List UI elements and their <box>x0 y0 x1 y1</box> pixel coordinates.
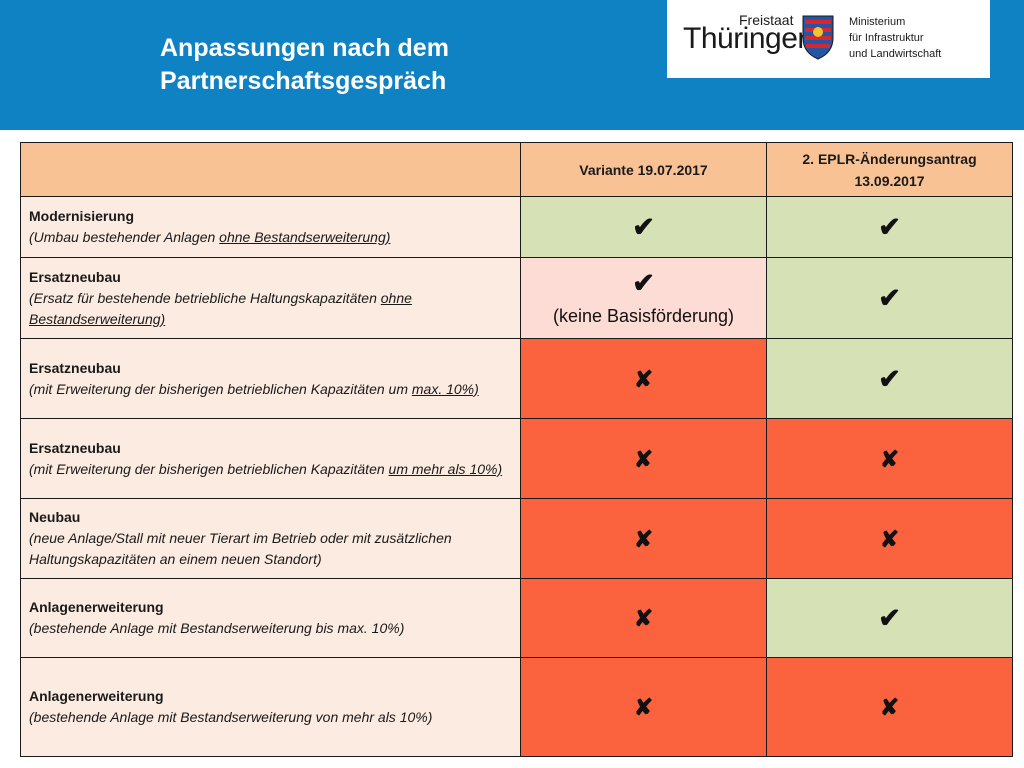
check-icon: ✔ <box>878 283 901 313</box>
check-icon: ✔ <box>632 212 655 242</box>
cell-note: (keine Basisförderung) <box>552 306 735 326</box>
row-heading: Anlagenerweiterung <box>29 688 164 704</box>
cell-variante: ✘ <box>520 657 767 757</box>
logo-freistaat-text: Freistaat <box>739 12 794 28</box>
col2-header: 2. EPLR-Änderungsantrag 13.09.2017 <box>766 142 1013 197</box>
cross-icon: ✘ <box>879 694 900 720</box>
logo: Freistaat Thüringen Ministerium für Infr… <box>667 0 990 78</box>
desc-underlined: max. 10%) <box>411 380 479 397</box>
title-line-1: Anpassungen nach dem <box>160 34 449 62</box>
row-heading: Ersatzneubau <box>29 359 121 376</box>
row-label: Modernisierung (Umbau bestehender Anlage… <box>20 196 521 258</box>
table-row: Modernisierung (Umbau bestehender Anlage… <box>20 196 1013 258</box>
col1-header: Variante 19.07.2017 <box>520 142 767 197</box>
table-row: Anlagenerweiterung (bestehende Anlage mi… <box>20 657 1013 757</box>
ministry-line-1: Ministerium <box>849 16 906 28</box>
cell-antrag: ✔ <box>766 578 1013 658</box>
cross-icon: ✘ <box>879 445 900 472</box>
desc-text: (mit Erweiterung der bisherigen betriebl… <box>29 460 389 477</box>
row-description: (neue Anlage/Stall mit neuer Tierart im … <box>29 530 452 567</box>
row-label: Ersatzneubau (Ersatz für bestehende betr… <box>20 257 521 339</box>
cell-antrag: ✔ <box>766 196 1013 258</box>
row-label: Anlagenerweiterung (bestehende Anlage mi… <box>20 657 521 757</box>
cell-variante: ✔ <box>520 196 767 258</box>
desc-underlined: ohne Bestandserweiterung) <box>29 289 412 327</box>
check-icon: ✔ <box>878 603 901 633</box>
cell-antrag: ✘ <box>766 657 1013 757</box>
check-icon: ✔ <box>878 212 901 242</box>
col2-header-line-1: 2. EPLR-Änderungsantrag <box>802 150 977 167</box>
row-description: (bestehende Anlage mit Bestandserweiteru… <box>29 620 405 636</box>
table-row: Ersatzneubau (mit Erweiterung der bisher… <box>20 418 1013 499</box>
cell-variante: ✘ <box>520 578 767 658</box>
table-row: Ersatzneubau (Ersatz für bestehende betr… <box>20 257 1013 339</box>
row-description: (bestehende Anlage mit Bestandserweiteru… <box>29 709 433 725</box>
cell-variante: ✔ (keine Basisförderung) <box>520 257 767 339</box>
logo-thuringen-text: Thüringen <box>683 22 814 55</box>
desc-underlined: um mehr als 10%) <box>388 460 503 477</box>
row-label: Ersatzneubau (mit Erweiterung der bisher… <box>20 418 521 499</box>
row-heading: Ersatzneubau <box>29 439 121 456</box>
row-heading: Neubau <box>29 509 81 525</box>
row-description: (mit Erweiterung der bisherigen betriebl… <box>29 459 512 480</box>
cell-antrag: ✘ <box>766 498 1013 579</box>
col2-header-line-2: 13.09.2017 <box>854 172 925 189</box>
title-line-2: Partnerschaftsgespräch <box>160 67 447 95</box>
cell-variante: ✘ <box>520 338 767 419</box>
page-title: Anpassungen nach dem Partnerschaftsgespr… <box>160 32 580 98</box>
cell-antrag: ✘ <box>766 418 1013 499</box>
cross-icon: ✘ <box>633 605 654 631</box>
desc-text: (Ersatz für bestehende betriebliche Halt… <box>29 289 381 306</box>
logo-ministry-text: Ministerium für Infrastruktur und Landwi… <box>849 14 941 62</box>
table-row: Ersatzneubau (mit Erweiterung der bisher… <box>20 338 1013 419</box>
cross-icon: ✘ <box>633 525 654 552</box>
row-label: Ersatzneubau (mit Erweiterung der bisher… <box>20 338 521 419</box>
row-heading: Modernisierung <box>29 208 135 224</box>
desc-text: (Umbau bestehender Anlagen <box>29 229 220 245</box>
header-bar: Anpassungen nach dem Partnerschaftsgespr… <box>0 0 1024 130</box>
row-description: (mit Erweiterung der bisherigen betriebl… <box>29 379 512 400</box>
cross-icon: ✘ <box>879 525 900 552</box>
cell-antrag: ✔ <box>766 257 1013 339</box>
table-header-row: Variante 19.07.2017 2. EPLR-Änderungsant… <box>20 142 1013 197</box>
cross-icon: ✘ <box>633 365 654 392</box>
header-empty-cell <box>20 142 521 197</box>
row-heading: Ersatzneubau <box>29 268 121 285</box>
row-label: Neubau (neue Anlage/Stall mit neuer Tier… <box>20 498 521 579</box>
table-row: Neubau (neue Anlage/Stall mit neuer Tier… <box>20 498 1013 579</box>
table-row: Anlagenerweiterung (bestehende Anlage mi… <box>20 578 1013 658</box>
cell-antrag: ✔ <box>766 338 1013 419</box>
ministry-line-2: für Infrastruktur <box>849 32 924 44</box>
comparison-table: Variante 19.07.2017 2. EPLR-Änderungsant… <box>20 142 1013 757</box>
row-heading: Anlagenerweiterung <box>29 599 164 615</box>
row-description: (Ersatz für bestehende betriebliche Halt… <box>29 288 512 330</box>
coat-of-arms-icon <box>802 15 834 60</box>
row-description: (Umbau bestehender Anlagen ohne Bestands… <box>29 227 512 248</box>
desc-underlined: ohne Bestandserweiterung) <box>219 229 391 245</box>
row-label: Anlagenerweiterung (bestehende Anlage mi… <box>20 578 521 658</box>
cell-variante: ✘ <box>520 498 767 579</box>
cross-icon: ✘ <box>633 445 654 472</box>
ministry-line-3: und Landwirtschaft <box>849 48 942 60</box>
check-icon: ✔ <box>632 268 655 298</box>
cross-icon: ✘ <box>633 694 654 720</box>
check-icon: ✔ <box>878 363 901 394</box>
cell-variante: ✘ <box>520 418 767 499</box>
desc-text: (mit Erweiterung der bisherigen betriebl… <box>29 380 412 397</box>
